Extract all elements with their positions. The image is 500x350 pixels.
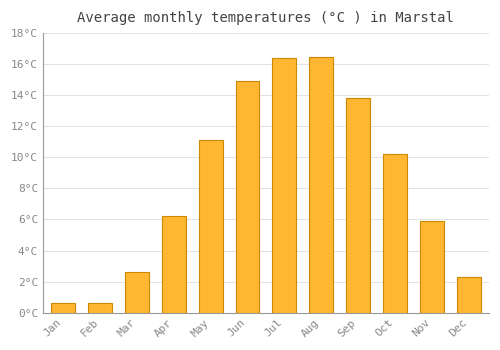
Bar [272,58,296,313]
Bar [125,272,149,313]
Bar [88,303,112,313]
Bar [162,216,186,313]
Bar [420,221,444,313]
Bar [236,81,260,313]
Bar [309,56,333,313]
Bar [198,140,222,313]
Bar [383,154,407,313]
Bar [456,277,480,313]
Bar [52,303,75,313]
Bar [346,98,370,313]
Title: Average monthly temperatures (°C ) in Marstal: Average monthly temperatures (°C ) in Ma… [78,11,454,25]
